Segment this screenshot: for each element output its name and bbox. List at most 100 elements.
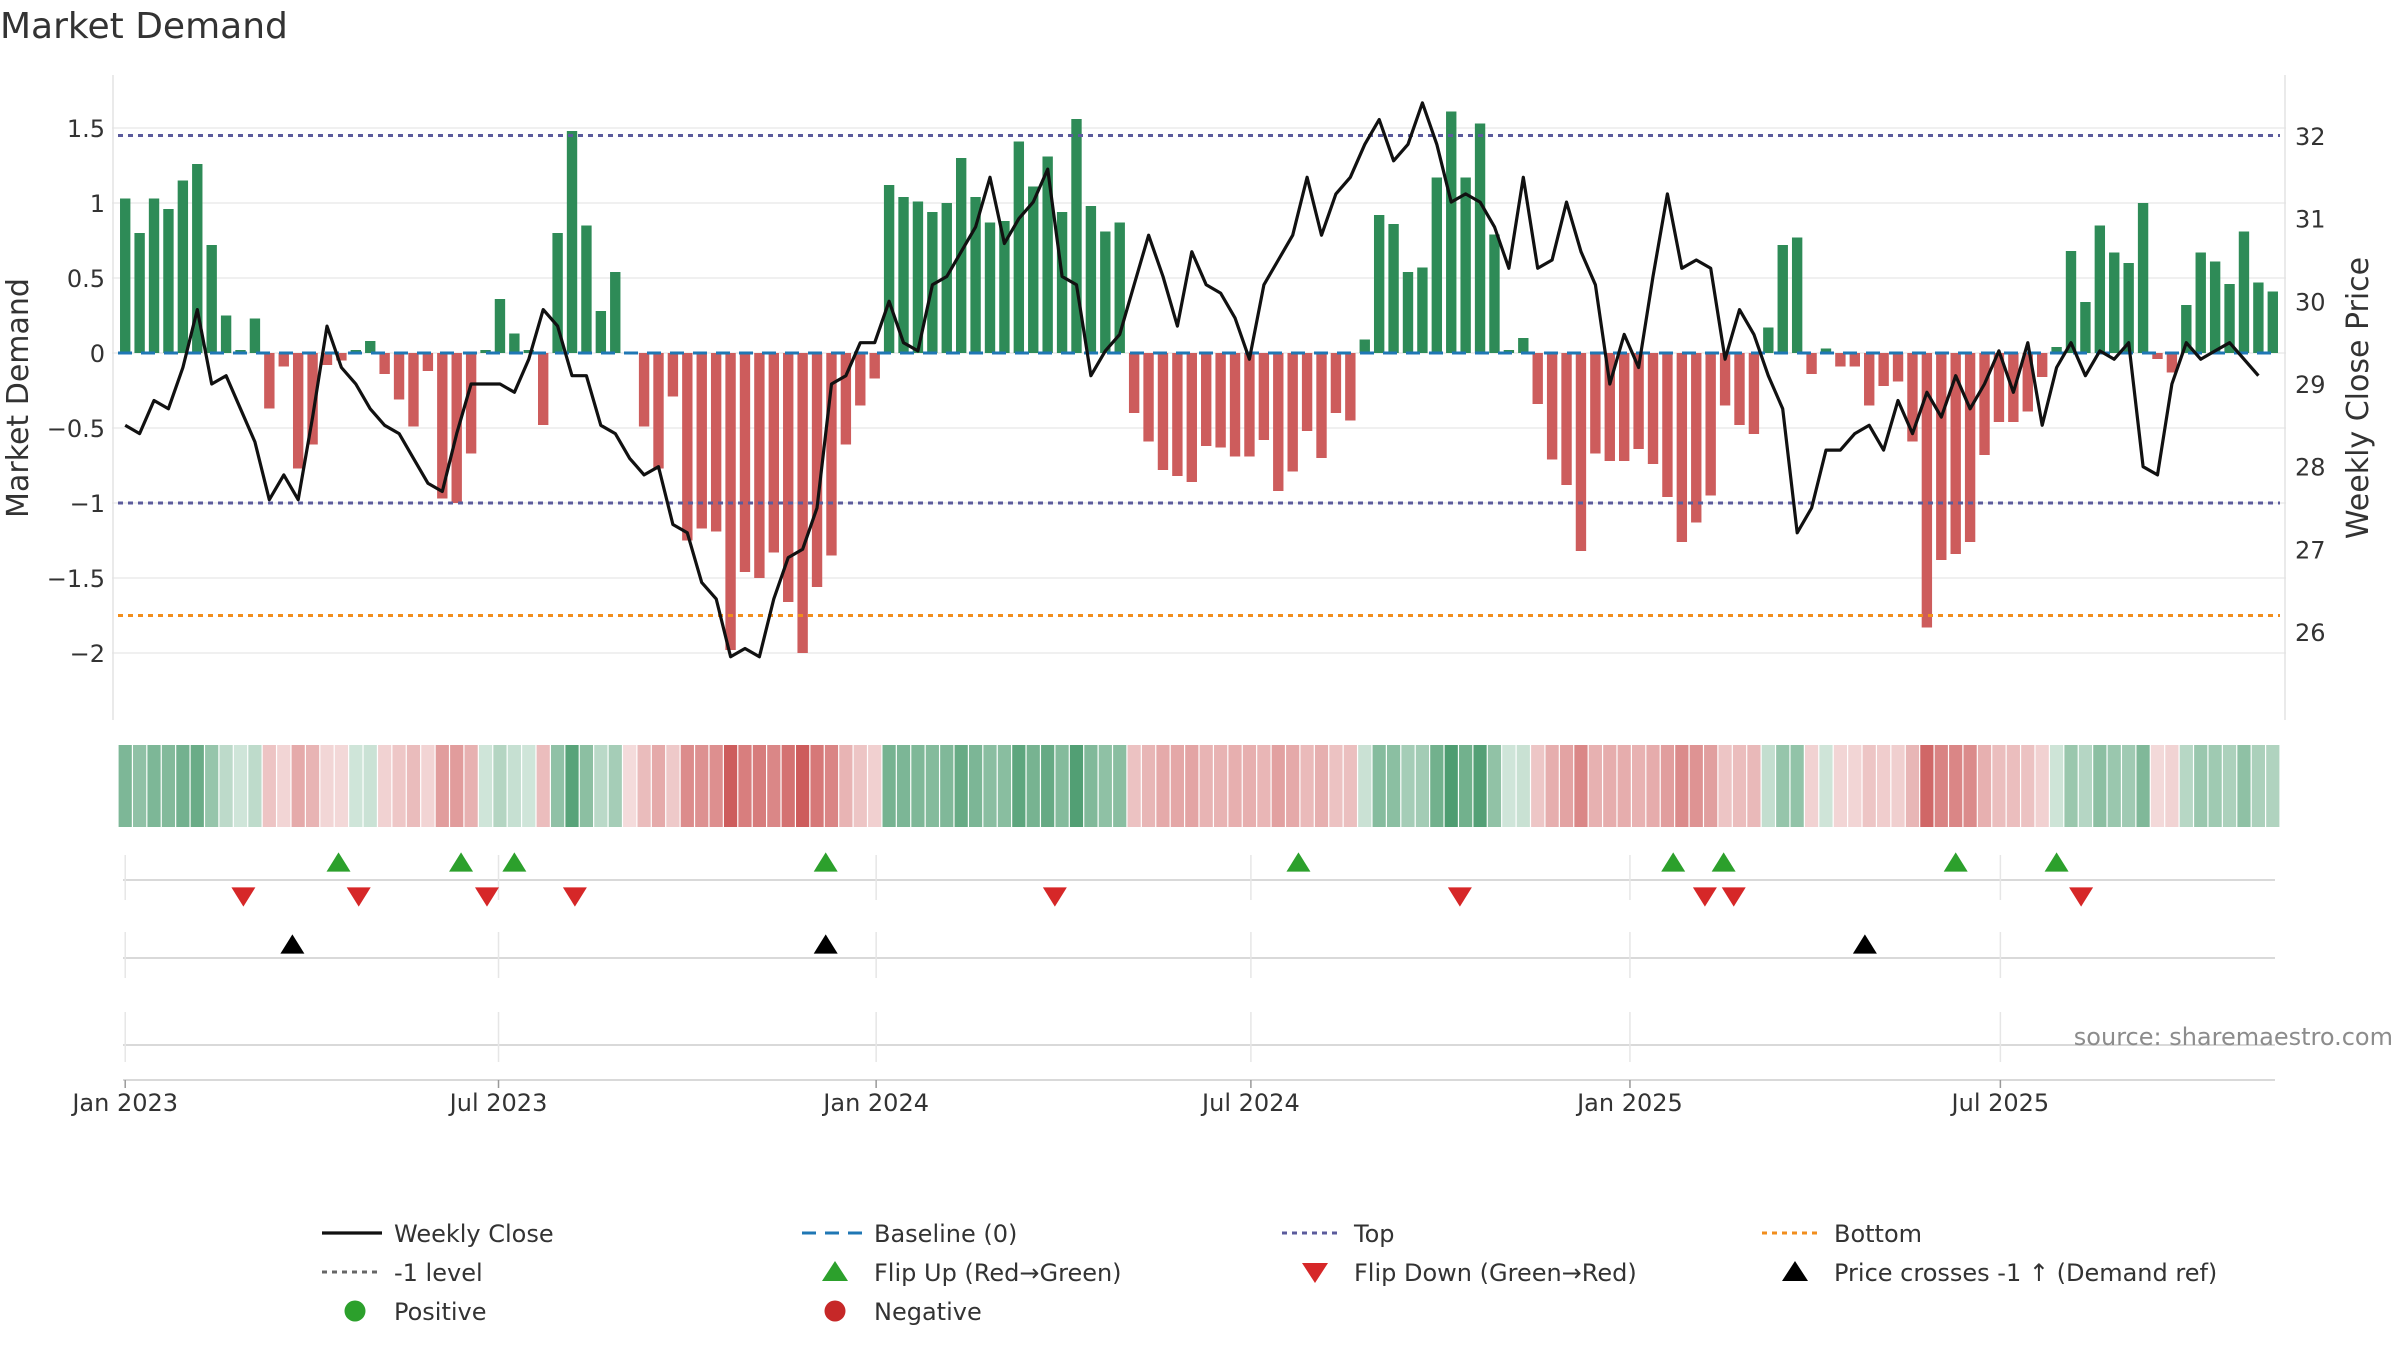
heat-strip-cell xyxy=(536,745,550,827)
demand-bar-negative xyxy=(638,353,650,427)
demand-bar-negative xyxy=(710,353,722,532)
heat-strip-cell xyxy=(305,745,320,827)
x-tick-label: Jul 2023 xyxy=(448,1089,548,1117)
demand-bar-positive xyxy=(192,164,203,353)
right-tick-label: 31 xyxy=(2295,206,2326,234)
heat-strip-cell xyxy=(1848,745,1862,827)
heat-strip-cell xyxy=(1098,745,1112,827)
heat-strip-cell xyxy=(1300,745,1314,827)
heat-strip-cell xyxy=(1473,745,1487,827)
legend-1-level-label: -1 level xyxy=(394,1259,483,1287)
heat-strip-cell xyxy=(1545,745,1559,827)
heat-strip-cell xyxy=(1415,745,1430,827)
heat-strip-cell xyxy=(1559,745,1574,827)
flip-up-marker xyxy=(502,852,527,872)
heat-strip-cell xyxy=(262,745,276,827)
demand-bar-positive xyxy=(2238,231,2250,353)
heat-strip-cell xyxy=(968,745,983,827)
heat-strip-cell xyxy=(723,745,738,827)
demand-bar-positive xyxy=(2267,291,2278,353)
flip-down-marker xyxy=(1692,887,1717,907)
heat-strip-cell xyxy=(1141,745,1156,827)
heat-strip-cell xyxy=(738,745,752,827)
heat-strip-cell xyxy=(1026,745,1040,827)
source-label: source: sharemaestro.com xyxy=(2074,1023,2393,1051)
heat-strip-cell xyxy=(1963,745,1977,827)
flip-up-marker xyxy=(1711,852,1736,872)
heat-strip-cell xyxy=(954,745,968,827)
demand-bar-negative xyxy=(1215,353,1226,448)
legend-flip-down-green-red-label: Flip Down (Green→Red) xyxy=(1354,1259,1637,1287)
demand-bar-negative xyxy=(667,353,679,397)
demand-bar-negative xyxy=(1662,353,1673,497)
heat-strip-cell xyxy=(853,745,867,827)
heat-strip-cell xyxy=(2035,745,2049,827)
heat-strip-cell xyxy=(2251,745,2265,827)
heat-strip-cell xyxy=(2136,745,2150,827)
left-tick-label: −1 xyxy=(70,490,105,518)
demand-bar-negative xyxy=(783,353,794,602)
flip-up-marker xyxy=(449,852,474,872)
demand-bar-negative xyxy=(321,353,333,365)
demand-bar-negative xyxy=(1273,353,1284,491)
legend-price-crosses-1-demand-ref-label: Price crosses -1 ↑ (Demand ref) xyxy=(1834,1259,2217,1287)
flip-up-marker xyxy=(1661,852,1686,872)
demand-bar-positive xyxy=(206,245,217,353)
heat-strip-cell xyxy=(291,745,305,827)
heat-strip-cell xyxy=(1862,745,1876,827)
demand-bar-negative xyxy=(538,353,549,425)
heat-strip-cell xyxy=(176,745,190,827)
demand-bar-positive xyxy=(2123,263,2134,353)
demand-bar-positive xyxy=(1431,177,1443,353)
demand-bar-negative xyxy=(739,353,751,572)
demand-bar-negative xyxy=(1748,353,1760,434)
demand-bar-positive xyxy=(2209,261,2221,353)
heat-strip-cell xyxy=(320,745,334,827)
demand-bar-positive xyxy=(1388,224,1399,353)
heat-strip-cell xyxy=(1055,745,1069,827)
demand-bar-positive xyxy=(1071,119,1082,353)
demand-bar-negative xyxy=(1345,353,1356,421)
demand-bar-positive xyxy=(566,131,578,353)
demand-bar-positive xyxy=(898,197,909,353)
right-axis-label: Weekly Close Price xyxy=(2341,257,2376,539)
heat-strip-cell xyxy=(1718,745,1732,827)
heat-strip-cell xyxy=(868,745,882,827)
heat-strip-cell xyxy=(997,745,1012,827)
heat-strip-cell xyxy=(1502,745,1516,827)
demand-bar-negative xyxy=(1705,353,1716,496)
demand-bar-negative xyxy=(826,353,837,556)
demand-bar-positive xyxy=(1474,123,1486,353)
demand-bar-positive xyxy=(1042,156,1053,353)
heat-strip-cell xyxy=(1430,745,1444,827)
demand-bar-negative xyxy=(1172,353,1183,476)
heat-strip-cell xyxy=(2237,745,2251,827)
heat-strip-cell xyxy=(1574,745,1588,827)
legend-flip-up-red-green-label: Flip Up (Red→Green) xyxy=(874,1259,1122,1287)
heat-strip-cell xyxy=(752,745,766,827)
demand-bar-positive xyxy=(1013,141,1025,353)
left-tick-label: 0 xyxy=(90,340,105,368)
price-cross-marker xyxy=(813,934,838,954)
demand-bar-negative xyxy=(754,353,765,578)
flip-down-marker xyxy=(562,887,587,907)
heat-strip-cell xyxy=(378,745,392,827)
demand-bar-negative xyxy=(1604,353,1615,461)
heat-strip-cell xyxy=(2179,745,2193,827)
demand-bar-negative xyxy=(840,353,852,445)
demand-bar-negative xyxy=(855,353,866,406)
heat-strip-cell xyxy=(277,745,291,827)
heat-strip-cell xyxy=(1732,745,1747,827)
heat-strip-cell xyxy=(205,745,219,827)
flip-down-marker xyxy=(1042,887,1067,907)
heat-strip-cell xyxy=(2078,745,2093,827)
heat-strip-cell xyxy=(695,745,709,827)
heat-strip-cell xyxy=(2107,745,2121,827)
demand-bar-negative xyxy=(1647,353,1659,464)
demand-bar-positive xyxy=(927,212,938,353)
demand-bar-negative xyxy=(1806,353,1817,374)
heat-strip-cell xyxy=(406,745,421,827)
heat-strip-cell xyxy=(478,745,493,827)
demand-bar-positive xyxy=(163,209,174,353)
